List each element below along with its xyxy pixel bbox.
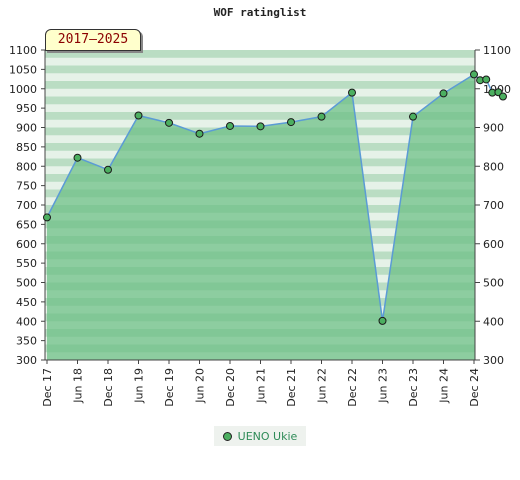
x-tick-label: Dec 22 bbox=[346, 368, 359, 407]
y-tick-label-right: 300 bbox=[483, 354, 504, 367]
area-stripe bbox=[45, 329, 475, 337]
series-area bbox=[47, 74, 475, 360]
y-tick-label-right: 900 bbox=[483, 122, 504, 135]
data-point bbox=[134, 111, 143, 120]
x-tick-label: Dec 21 bbox=[285, 368, 298, 407]
data-point bbox=[317, 112, 326, 121]
y-tick-label-left: 500 bbox=[16, 277, 37, 290]
y-tick-label-left: 350 bbox=[16, 335, 37, 348]
x-tick-label: Jun 18 bbox=[72, 368, 85, 404]
points-layer bbox=[43, 70, 507, 325]
y-tick-label-left: 650 bbox=[16, 218, 37, 231]
area-stripe bbox=[45, 143, 475, 151]
area-stripe bbox=[45, 96, 475, 105]
x-tick-label: Dec 18 bbox=[102, 368, 115, 407]
area-stripe bbox=[45, 112, 475, 120]
y-tick-label-right: 400 bbox=[483, 315, 504, 328]
x-tick-label: Jun 24 bbox=[438, 368, 451, 404]
x-tick-label: Jun 22 bbox=[316, 368, 329, 404]
area-stripe bbox=[45, 50, 475, 58]
date-range-badge: 2017–2025 bbox=[45, 29, 141, 51]
data-point bbox=[498, 92, 507, 101]
y-tick-label-left: 450 bbox=[16, 296, 37, 309]
data-point bbox=[195, 129, 204, 138]
background-band bbox=[45, 65, 475, 74]
area-stripe bbox=[45, 298, 475, 306]
area-stripe bbox=[45, 189, 475, 198]
background-band bbox=[45, 50, 475, 59]
axes: 300 350 400 450 500 550 600 650 700 750 800 850 900 9… bbox=[9, 44, 511, 407]
background-band bbox=[45, 81, 475, 90]
data-point bbox=[482, 75, 491, 84]
background-band bbox=[45, 96, 475, 105]
area-stripe bbox=[45, 282, 475, 291]
area-stripe bbox=[45, 236, 475, 244]
y-tick-label-left: 300 bbox=[16, 354, 37, 367]
x-tick-label: Dec 17 bbox=[41, 368, 54, 407]
legend-label: UENO Ukie bbox=[237, 429, 298, 443]
area-stripe bbox=[45, 127, 475, 136]
y-tick-label-right: 600 bbox=[483, 238, 504, 251]
area-stripe bbox=[45, 81, 475, 89]
y-tick-label-left: 950 bbox=[16, 102, 37, 115]
y-tick-label-left: 800 bbox=[16, 160, 37, 173]
area-stripe bbox=[45, 344, 475, 353]
y-tick-label-left: 1100 bbox=[9, 44, 37, 57]
data-point bbox=[165, 118, 173, 127]
background-band bbox=[45, 57, 475, 66]
data-point bbox=[348, 88, 356, 97]
area-stripe bbox=[45, 65, 475, 74]
area-stripe bbox=[45, 174, 475, 182]
data-point bbox=[470, 70, 478, 79]
y-tick-label-left: 1000 bbox=[9, 83, 37, 96]
background-band bbox=[45, 73, 475, 82]
data-point bbox=[409, 112, 417, 121]
y-tick-label-right: 1100 bbox=[483, 44, 511, 57]
background-band bbox=[45, 104, 475, 113]
data-point bbox=[226, 121, 234, 130]
area-stripe bbox=[45, 158, 475, 167]
data-point bbox=[104, 165, 112, 174]
area-stripe bbox=[45, 205, 475, 213]
y-tick-label-left: 600 bbox=[16, 238, 37, 251]
y-tick-label-left: 700 bbox=[16, 199, 37, 212]
y-tick-label-left: 750 bbox=[16, 180, 37, 193]
chart-title: WOF ratinglist bbox=[213, 6, 307, 19]
data-point bbox=[256, 122, 265, 131]
x-tick-label: Dec 20 bbox=[224, 368, 237, 407]
data-point bbox=[439, 89, 448, 98]
area-stripe bbox=[45, 220, 475, 229]
x-tick-label: Dec 24 bbox=[468, 368, 481, 407]
x-tick-label: Jun 19 bbox=[133, 368, 146, 404]
y-tick-label-left: 900 bbox=[16, 122, 37, 135]
y-tick-label-left: 550 bbox=[16, 257, 37, 270]
y-tick-label-left: 850 bbox=[16, 141, 37, 154]
area-stripe bbox=[45, 251, 475, 260]
area-layer bbox=[45, 50, 475, 360]
x-tick-label: Jun 21 bbox=[255, 368, 268, 404]
data-point bbox=[287, 118, 295, 127]
background-band bbox=[45, 88, 475, 97]
data-point bbox=[73, 153, 82, 162]
x-tick-label: Dec 23 bbox=[407, 368, 420, 407]
x-tick-label: Jun 23 bbox=[377, 368, 390, 404]
x-tick-label: Dec 19 bbox=[163, 368, 176, 407]
y-tick-label-right: 800 bbox=[483, 160, 504, 173]
y-tick-label-right: 700 bbox=[483, 199, 504, 212]
background-band bbox=[45, 112, 475, 121]
y-tick-label-left: 400 bbox=[16, 315, 37, 328]
y-tick-label-right: 500 bbox=[483, 277, 504, 290]
area-stripe bbox=[45, 267, 475, 275]
data-point bbox=[378, 316, 387, 325]
legend[interactable]: UENO Ukie bbox=[214, 426, 306, 446]
area-stripe bbox=[45, 313, 475, 322]
y-tick-label-left: 1050 bbox=[9, 63, 37, 76]
x-tick-label: Jun 20 bbox=[194, 368, 207, 404]
legend-marker-icon bbox=[222, 431, 232, 441]
data-point bbox=[43, 213, 51, 222]
